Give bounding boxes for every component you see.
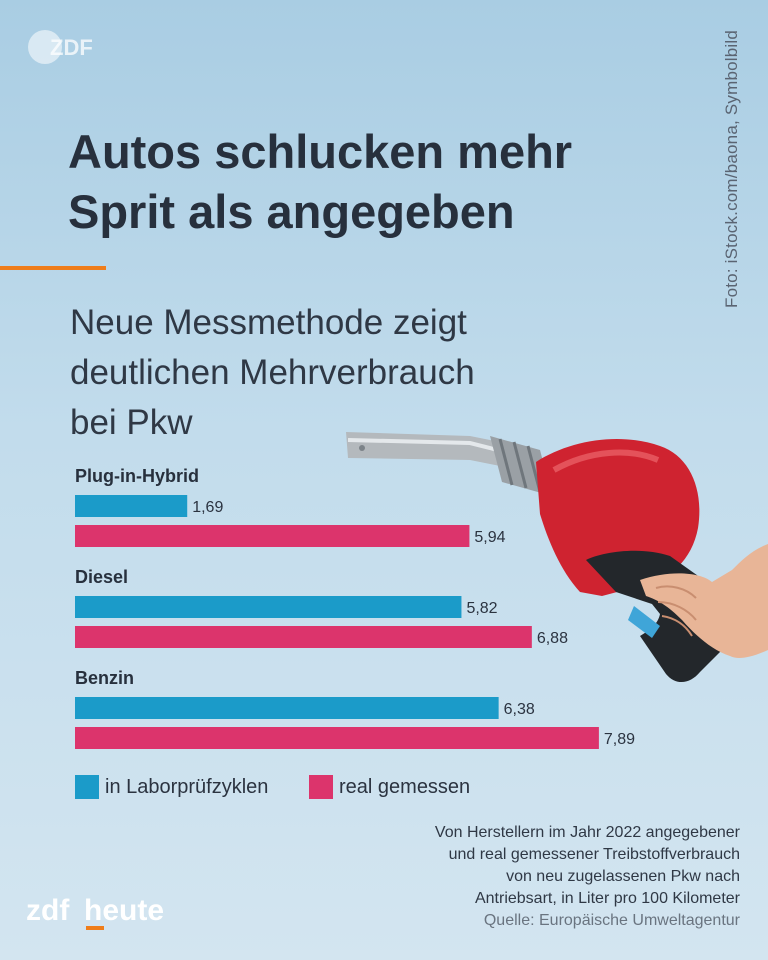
bar-lab	[75, 596, 462, 618]
data-label: 6,38	[504, 701, 535, 718]
zdfheute-logo: zdf heute	[26, 888, 206, 932]
data-label: 7,89	[604, 731, 635, 748]
bar-chart: Plug-in-Hybrid 1,69 5,94 Diesel 5,82 6,88 Benz…	[75, 466, 635, 749]
bar-real	[75, 525, 470, 547]
logo-accent	[86, 926, 104, 930]
category-label: Diesel	[75, 567, 128, 587]
fuel-nozzle-image	[340, 410, 768, 710]
legend: in Laborprüfzyklen real gemessen	[75, 775, 555, 801]
accent-line	[0, 266, 106, 270]
source-note: Von Herstellern im Jahr 2022 angegebener…	[320, 822, 740, 932]
logo-text-heute: heute	[84, 894, 164, 927]
legend-swatch-lab	[75, 775, 99, 799]
page-title: Autos schlucken mehr Sprit als angegeben	[68, 122, 688, 242]
legend-label-lab: in Laborprüfzyklen	[105, 776, 269, 798]
subtitle: Neue Messmethode zeigt deutlichen Mehrve…	[70, 298, 630, 448]
legend-swatch-real	[309, 775, 333, 799]
bar-real	[75, 727, 599, 749]
subtitle-line: bei Pkw	[70, 403, 193, 442]
bar-lab	[75, 697, 499, 719]
subtitle-line: deutlichen Mehrverbrauch	[70, 353, 475, 392]
bar-lab	[75, 495, 188, 517]
source-line: Von Herstellern im Jahr 2022 angegebener	[434, 824, 740, 841]
source-quelle: Quelle: Europäische Umweltagentur	[483, 912, 740, 929]
category-label: Plug-in-Hybrid	[75, 466, 199, 486]
bar-real	[75, 626, 532, 648]
data-label: 1,69	[192, 499, 223, 516]
zdf-logo-top-text: ZDF	[50, 35, 93, 60]
data-label: 5,94	[474, 529, 505, 546]
subtitle-line: Neue Messmethode zeigt	[70, 303, 467, 342]
data-label: 6,88	[537, 630, 568, 647]
photo-credit: Foto: iStock.com/baona, Symbolbild	[722, 30, 741, 308]
category-label: Benzin	[75, 668, 134, 688]
source-line: und real gemessener Treibstoffverbrauch	[448, 846, 740, 863]
title-line: Sprit als angegeben	[68, 185, 515, 238]
zdf-logo-top: ZDF	[26, 28, 98, 66]
legend-label-real: real gemessen	[339, 776, 471, 798]
title-line: Autos schlucken mehr	[68, 125, 573, 178]
source-line: Antriebsart, in Liter pro 100 Kilometer	[474, 890, 740, 907]
data-label: 5,82	[466, 600, 497, 617]
source-line: von neu zugelassenen Pkw nach	[506, 868, 740, 885]
logo-text-zdf: zdf	[26, 894, 70, 927]
